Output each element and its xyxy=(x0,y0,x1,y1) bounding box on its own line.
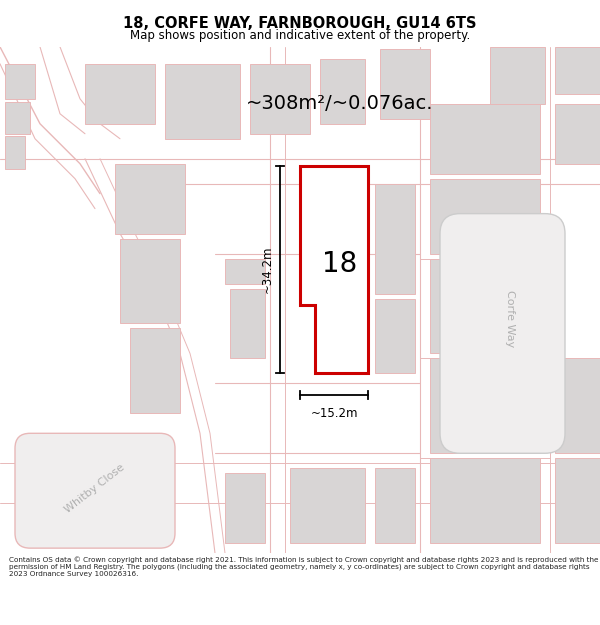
Polygon shape xyxy=(290,468,365,543)
Polygon shape xyxy=(115,164,185,234)
Polygon shape xyxy=(225,473,265,543)
FancyBboxPatch shape xyxy=(15,433,175,548)
Polygon shape xyxy=(225,259,265,284)
Text: ~308m²/~0.076ac.: ~308m²/~0.076ac. xyxy=(246,94,434,113)
Polygon shape xyxy=(250,64,310,134)
Polygon shape xyxy=(430,104,540,174)
Polygon shape xyxy=(120,239,180,324)
Polygon shape xyxy=(555,358,600,453)
Polygon shape xyxy=(320,59,365,124)
Polygon shape xyxy=(430,259,540,353)
Polygon shape xyxy=(430,179,540,254)
Text: Map shows position and indicative extent of the property.: Map shows position and indicative extent… xyxy=(130,29,470,42)
Text: Whitby Close: Whitby Close xyxy=(63,462,127,514)
Polygon shape xyxy=(300,166,368,373)
Polygon shape xyxy=(430,358,540,453)
Text: 18, CORFE WAY, FARNBOROUGH, GU14 6TS: 18, CORFE WAY, FARNBOROUGH, GU14 6TS xyxy=(123,16,477,31)
Polygon shape xyxy=(555,104,600,164)
Polygon shape xyxy=(375,468,415,543)
Polygon shape xyxy=(555,458,600,543)
Text: 18: 18 xyxy=(322,249,358,278)
Text: ~34.2m: ~34.2m xyxy=(261,246,274,293)
Polygon shape xyxy=(5,102,30,134)
FancyBboxPatch shape xyxy=(440,214,565,453)
Polygon shape xyxy=(5,136,25,169)
Polygon shape xyxy=(165,64,240,139)
Polygon shape xyxy=(5,64,35,99)
Polygon shape xyxy=(375,299,415,373)
Polygon shape xyxy=(490,47,545,104)
Polygon shape xyxy=(130,329,180,413)
Text: Contains OS data © Crown copyright and database right 2021. This information is : Contains OS data © Crown copyright and d… xyxy=(9,556,599,578)
Polygon shape xyxy=(380,49,430,119)
Polygon shape xyxy=(375,184,415,294)
Polygon shape xyxy=(430,458,540,543)
Polygon shape xyxy=(230,289,265,358)
Polygon shape xyxy=(555,47,600,94)
Text: Corfe Way: Corfe Way xyxy=(505,290,515,347)
Polygon shape xyxy=(85,64,155,124)
Text: ~15.2m: ~15.2m xyxy=(310,408,358,421)
